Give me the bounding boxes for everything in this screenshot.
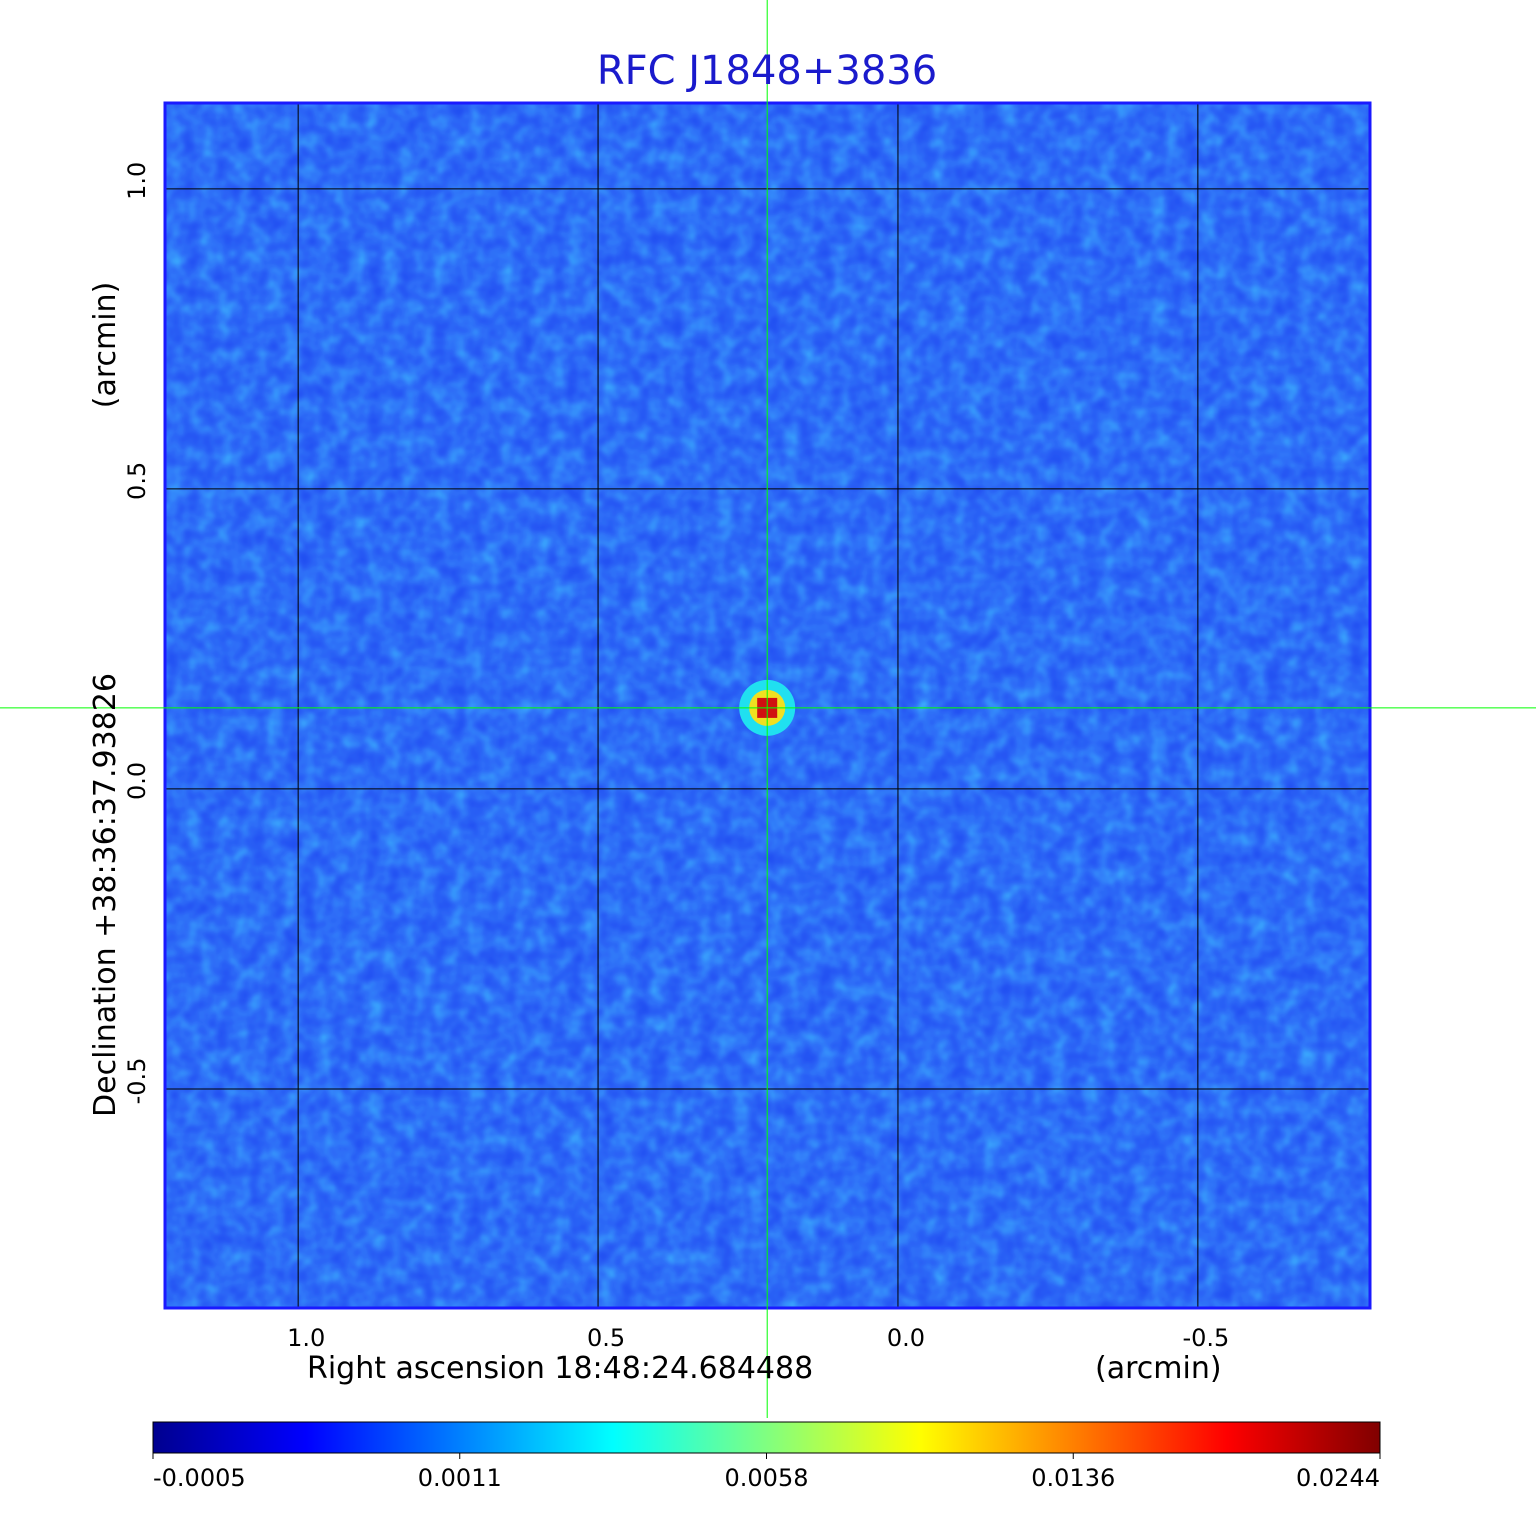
y-axis-label: Declination +38:36:37.93826	[88, 673, 123, 1117]
y-tick-label: -0.5	[123, 1058, 151, 1105]
x-axis-label: Right ascension 18:48:24.684488	[307, 1351, 813, 1386]
colorbar-tick-label: 0.0011	[418, 1464, 502, 1492]
x-tick-label: 0.0	[887, 1324, 925, 1352]
colorbar	[152, 1421, 1381, 1454]
y-tick-label: 0.0	[123, 762, 151, 800]
y-tick-label: 0.5	[123, 462, 151, 500]
chart-title: RFC J1848+3836	[597, 48, 937, 94]
y-axis-unit: (arcmin)	[88, 282, 123, 409]
x-tick-label: 1.0	[287, 1324, 325, 1352]
x-tick-label: 0.5	[587, 1324, 625, 1352]
plot	[0, 0, 1536, 1418]
x-axis-unit: (arcmin)	[1095, 1351, 1222, 1386]
y-tick-label: 1.0	[123, 162, 151, 200]
x-tick-label: -0.5	[1182, 1324, 1229, 1352]
colorbar-tick-label: 0.0244	[1296, 1464, 1380, 1492]
colorbar-tick-label: 0.0136	[1031, 1464, 1115, 1492]
colorbar-tick-label: 0.0058	[725, 1464, 809, 1492]
colorbar-tick-label: -0.0005	[153, 1464, 246, 1492]
